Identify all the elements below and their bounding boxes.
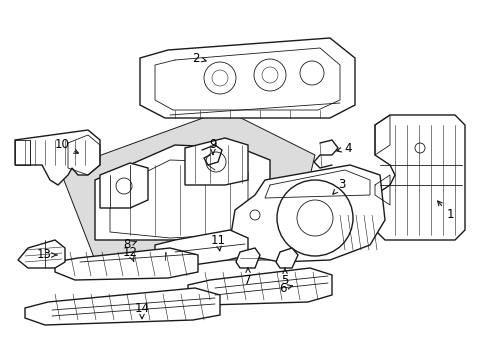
Polygon shape: [275, 248, 297, 268]
Text: 13: 13: [37, 248, 57, 261]
Text: 7: 7: [244, 268, 251, 287]
Polygon shape: [184, 138, 247, 185]
Polygon shape: [229, 165, 384, 262]
Polygon shape: [374, 115, 464, 240]
Polygon shape: [95, 145, 269, 240]
Polygon shape: [187, 268, 331, 305]
Text: 4: 4: [336, 141, 351, 154]
Text: 10: 10: [55, 139, 78, 153]
Text: 6: 6: [279, 282, 292, 294]
Polygon shape: [60, 110, 314, 260]
Text: 12: 12: [122, 246, 137, 261]
Polygon shape: [18, 240, 65, 268]
Polygon shape: [55, 248, 198, 280]
Polygon shape: [155, 230, 247, 268]
Polygon shape: [15, 130, 100, 185]
Polygon shape: [140, 38, 354, 118]
Text: 5: 5: [281, 268, 288, 287]
Text: 2: 2: [192, 51, 206, 64]
Polygon shape: [25, 288, 220, 325]
Text: 8: 8: [123, 238, 136, 252]
Text: 11: 11: [210, 234, 225, 251]
Polygon shape: [236, 248, 260, 268]
Text: 3: 3: [332, 179, 345, 194]
Polygon shape: [100, 163, 148, 208]
Text: 1: 1: [437, 201, 453, 221]
Text: 9: 9: [209, 139, 216, 154]
Text: 14: 14: [134, 302, 149, 319]
